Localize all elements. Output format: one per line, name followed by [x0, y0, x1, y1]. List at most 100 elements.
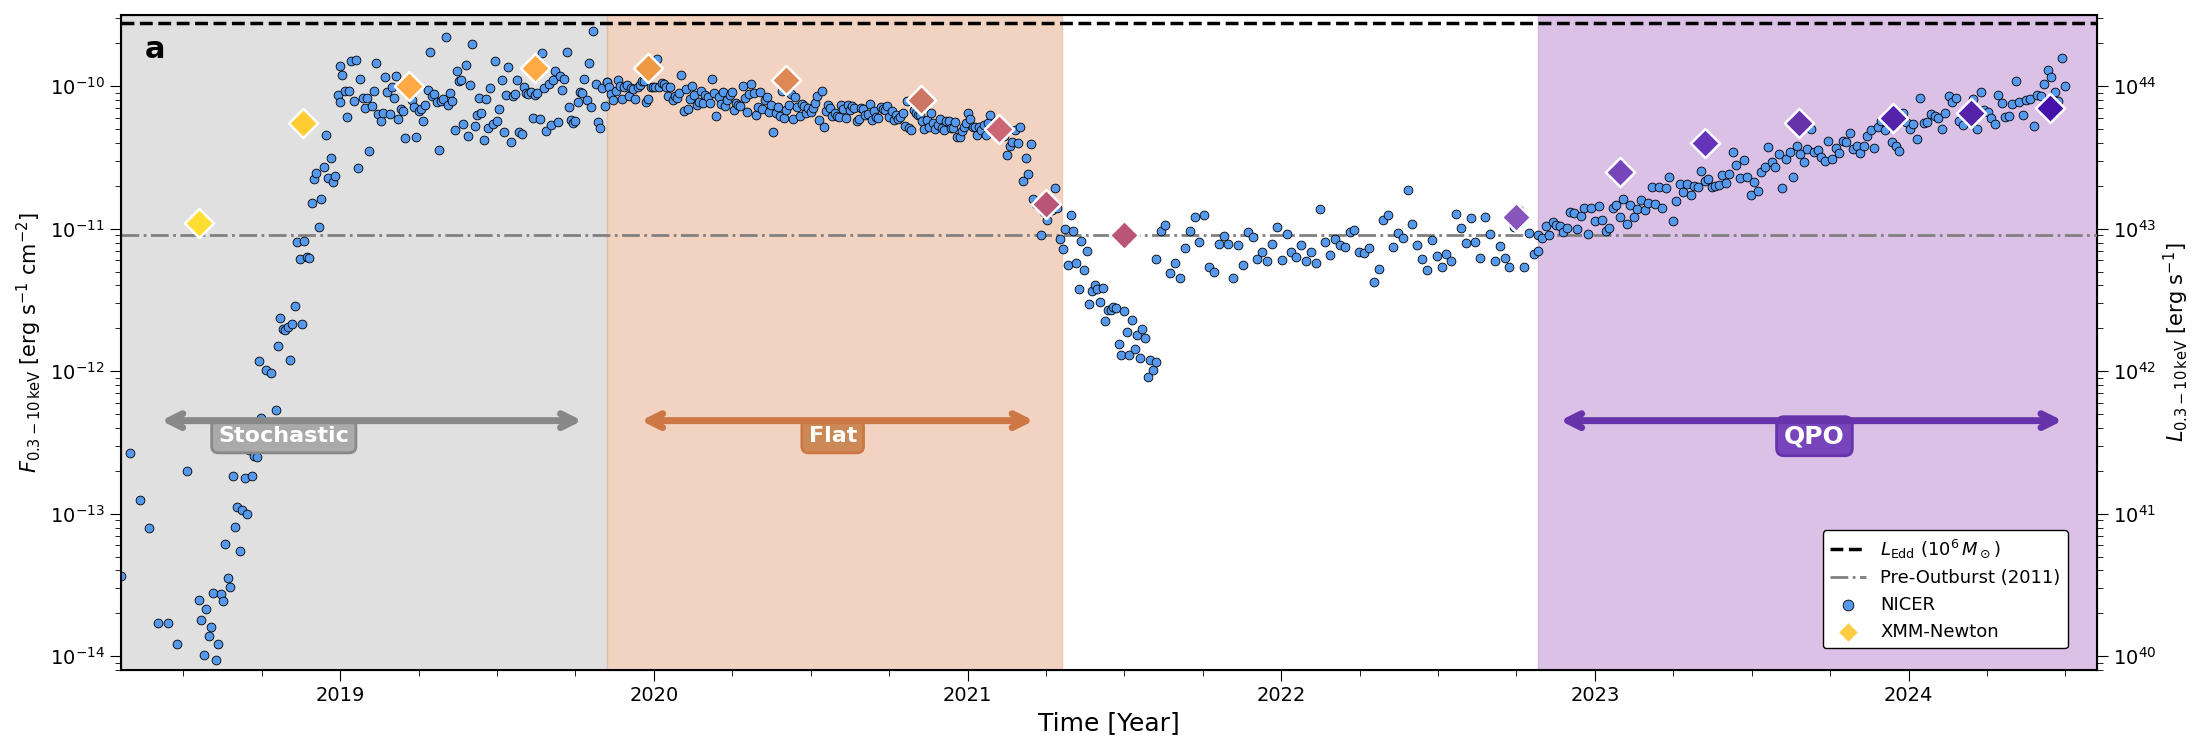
NICER [646, 78, 682, 90]
NICER [315, 176, 351, 188]
NICER [574, 101, 609, 113]
NICER [1136, 364, 1171, 376]
NICER [596, 94, 631, 106]
NICER [558, 116, 593, 128]
NICER [459, 109, 494, 121]
NICER [243, 412, 278, 424]
NICER [362, 108, 397, 120]
NICER [2012, 93, 2047, 105]
NICER [706, 86, 741, 98]
NICER [1670, 178, 1705, 190]
NICER [1835, 143, 1871, 155]
NICER [668, 83, 704, 95]
NICER [1800, 144, 1835, 156]
NICER [271, 354, 307, 366]
NICER [2001, 96, 2036, 108]
NICER [1591, 222, 1626, 234]
NICER [1888, 116, 1924, 128]
NICER [1013, 138, 1048, 150]
NICER [1200, 238, 1235, 250]
NICER [285, 319, 320, 331]
NICER [532, 78, 567, 90]
NICER [810, 99, 845, 111]
NICER [785, 100, 821, 112]
NICER [1577, 215, 1613, 227]
NICER [397, 100, 432, 112]
NICER [1741, 184, 1776, 196]
NICER [322, 61, 357, 73]
NICER [494, 90, 529, 102]
NICER [609, 79, 644, 91]
NICER [697, 86, 732, 98]
NICER [254, 368, 289, 380]
NICER [1857, 142, 1893, 154]
NICER [342, 74, 377, 86]
NICER [1553, 206, 1588, 218]
NICER [799, 89, 834, 101]
NICER [896, 104, 931, 116]
NICER [1328, 241, 1363, 253]
NICER [214, 470, 249, 482]
NICER [957, 121, 993, 133]
NICER [1471, 228, 1507, 240]
NICER [651, 90, 686, 102]
NICER [349, 92, 384, 104]
NICER [657, 90, 693, 102]
NICER [1725, 154, 1760, 166]
NICER [1939, 92, 1974, 104]
NICER [1690, 173, 1725, 185]
NICER [1566, 202, 1602, 214]
NICER [1520, 245, 1555, 257]
NICER [845, 103, 880, 115]
NICER [496, 88, 532, 100]
NICER [1454, 211, 1489, 223]
NICER [710, 94, 746, 106]
NICER [750, 91, 785, 103]
NICER [393, 88, 428, 100]
NICER [940, 130, 975, 142]
NICER [1429, 248, 1465, 260]
NICER [752, 106, 788, 118]
NICER [194, 621, 229, 633]
NICER [518, 88, 554, 101]
Point [902, 94, 938, 106]
NICER [893, 124, 929, 136]
NICER [2010, 94, 2045, 106]
NICER [563, 86, 598, 98]
NICER [1846, 140, 1882, 152]
NICER [737, 88, 772, 100]
NICER [774, 112, 810, 125]
NICER [1385, 232, 1421, 244]
NICER [1723, 172, 1758, 184]
NICER [424, 95, 459, 107]
NICER [1681, 182, 1716, 194]
NICER [1211, 238, 1246, 250]
NICER [860, 112, 896, 124]
NICER [443, 74, 479, 86]
NICER [406, 115, 441, 127]
NICER [887, 120, 922, 132]
NICER [1050, 259, 1085, 271]
NICER [1138, 356, 1174, 368]
Point [1602, 166, 1637, 178]
NICER [353, 100, 388, 112]
NICER [225, 505, 260, 517]
NICER [591, 81, 627, 93]
NICER [761, 101, 796, 113]
Text: a: a [143, 34, 165, 64]
NICER [1418, 250, 1454, 262]
NICER [1317, 233, 1352, 245]
NICER [1613, 199, 1648, 211]
NICER [790, 101, 825, 113]
NICER [1099, 302, 1134, 314]
NICER [1447, 237, 1482, 249]
NICER [1147, 219, 1182, 231]
NICER [777, 91, 812, 103]
NICER [2045, 52, 2080, 64]
NICER [803, 86, 838, 98]
NICER [1910, 116, 1946, 128]
NICER [854, 114, 889, 126]
NICER [1617, 211, 1652, 223]
NICER [1648, 182, 1683, 194]
NICER [1970, 106, 2005, 118]
